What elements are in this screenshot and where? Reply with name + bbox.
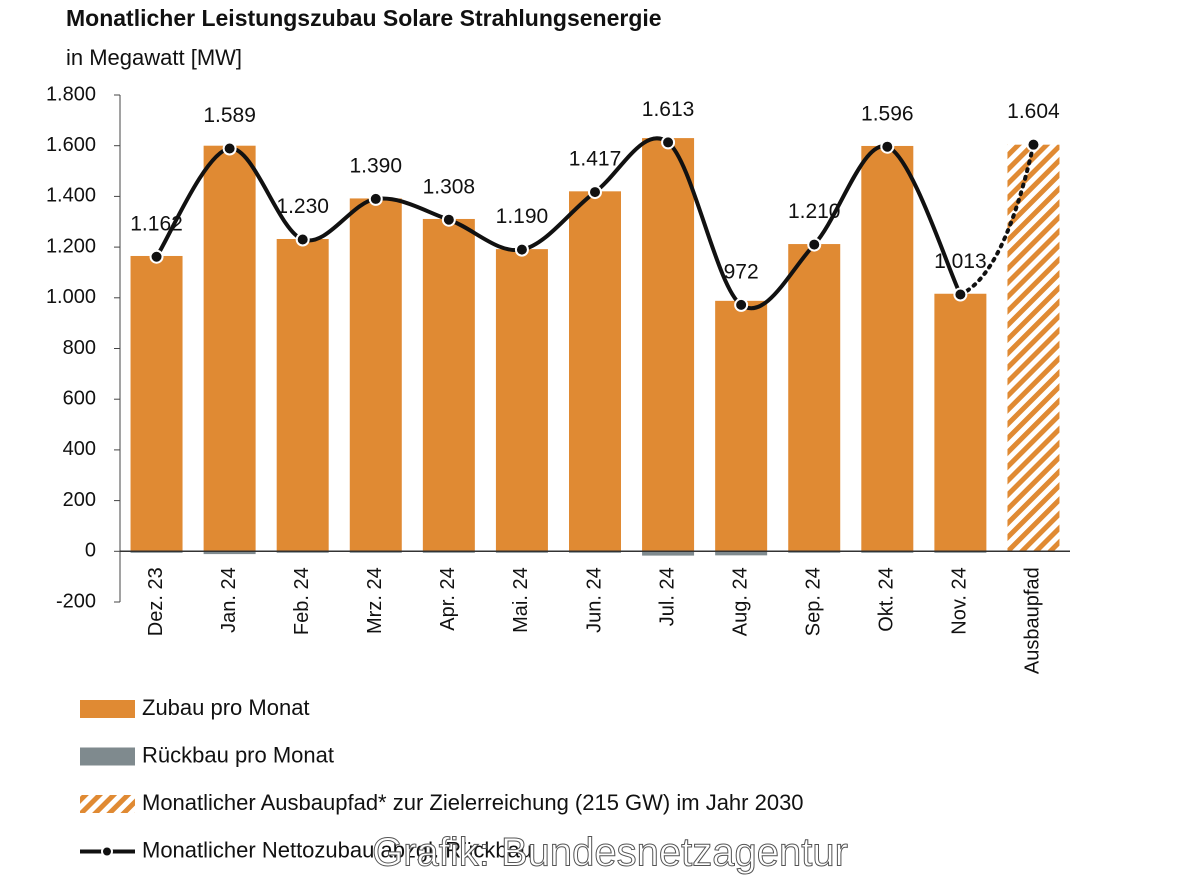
point <box>222 141 237 156</box>
y-tick-label: 1.800 <box>46 83 96 105</box>
bar <box>788 244 841 552</box>
x-tick-label: Ausbaupfad <box>1022 567 1044 674</box>
point <box>441 212 456 227</box>
x-tick-label: Nov. 24 <box>949 567 971 634</box>
bar <box>203 551 256 555</box>
bar <box>715 300 768 552</box>
bar <box>422 218 475 552</box>
x-tick-label: Okt. 24 <box>876 567 898 631</box>
bar <box>934 293 987 552</box>
chart-title: Monatlicher Leistungszubau Solare Strahl… <box>66 5 662 31</box>
bar <box>276 238 329 552</box>
bar <box>715 551 768 556</box>
legend-label: Rückbau pro Monat <box>142 742 334 767</box>
point <box>953 287 968 302</box>
data-label: 1.613 <box>642 98 695 121</box>
y-tick-label: 600 <box>63 387 96 409</box>
x-tick-label: Jan. 24 <box>218 567 240 633</box>
data-label: 1.596 <box>861 102 914 125</box>
y-tick-label: -200 <box>56 590 96 612</box>
legend-swatch <box>80 795 135 813</box>
x-tick-label: Mrz. 24 <box>364 567 386 634</box>
target-connector <box>958 142 1036 297</box>
bar <box>495 249 548 552</box>
legend-label: Zubau pro Monat <box>142 695 310 720</box>
y-tick-label: 800 <box>63 337 96 359</box>
legend-label: Monatlicher Nettozubau abzgl. Rückbau <box>142 837 532 862</box>
bar <box>130 255 183 552</box>
legend-label: Monatlicher Ausbaupfad* zur Zielerreichu… <box>142 790 804 815</box>
x-tick-label: Feb. 24 <box>291 567 313 635</box>
data-label: 1.390 <box>349 154 402 177</box>
legend-swatch <box>80 700 135 718</box>
point <box>880 139 895 154</box>
legend-swatch <box>80 747 135 766</box>
bar <box>569 191 621 552</box>
data-label: 1.589 <box>203 104 256 127</box>
data-label: 1.162 <box>130 212 183 235</box>
watermark: Grafik: Bundesnetzagentur <box>372 831 848 875</box>
y-tick-label: 1.600 <box>46 134 96 156</box>
x-tick-label: Jul. 24 <box>656 567 678 626</box>
x-tick-label: Mai. 24 <box>510 567 532 633</box>
point <box>661 135 676 150</box>
bar <box>1007 144 1060 552</box>
point <box>149 249 164 264</box>
data-label: 1.230 <box>276 195 329 218</box>
y-tick-label: 1.400 <box>46 185 96 207</box>
y-tick-label: 400 <box>63 438 96 460</box>
legend-swatch <box>101 845 113 858</box>
x-tick-label: Jun. 24 <box>583 567 605 633</box>
chart-subtitle: in Megawatt [MW] <box>66 45 242 70</box>
bar <box>642 551 695 556</box>
x-tick-label: Aug. 24 <box>729 567 751 636</box>
bar <box>861 145 914 552</box>
bar <box>203 145 256 552</box>
data-label: 1.210 <box>788 200 841 223</box>
point <box>734 297 749 312</box>
point <box>588 185 602 200</box>
x-tick-label: Dez. 23 <box>145 567 167 636</box>
point <box>514 242 529 257</box>
y-tick-label: 0 <box>85 540 96 562</box>
bar <box>642 138 695 552</box>
target-marker <box>1026 137 1041 152</box>
x-tick-label: Sep. 24 <box>803 567 825 636</box>
data-label: 1.190 <box>496 205 549 228</box>
data-label: 1.417 <box>569 148 622 171</box>
x-tick-label: Apr. 24 <box>437 567 459 630</box>
point <box>807 237 822 252</box>
point <box>295 232 310 247</box>
point <box>368 191 383 206</box>
data-label: 972 <box>724 260 759 283</box>
y-tick-label: 1.000 <box>46 286 96 308</box>
y-tick-label: 1.200 <box>46 235 96 257</box>
data-label: 1.308 <box>423 175 476 198</box>
y-tick-label: 200 <box>63 489 96 511</box>
bar <box>349 198 402 552</box>
data-label: 1.013 <box>934 250 987 273</box>
data-label: 1.604 <box>1007 100 1060 123</box>
